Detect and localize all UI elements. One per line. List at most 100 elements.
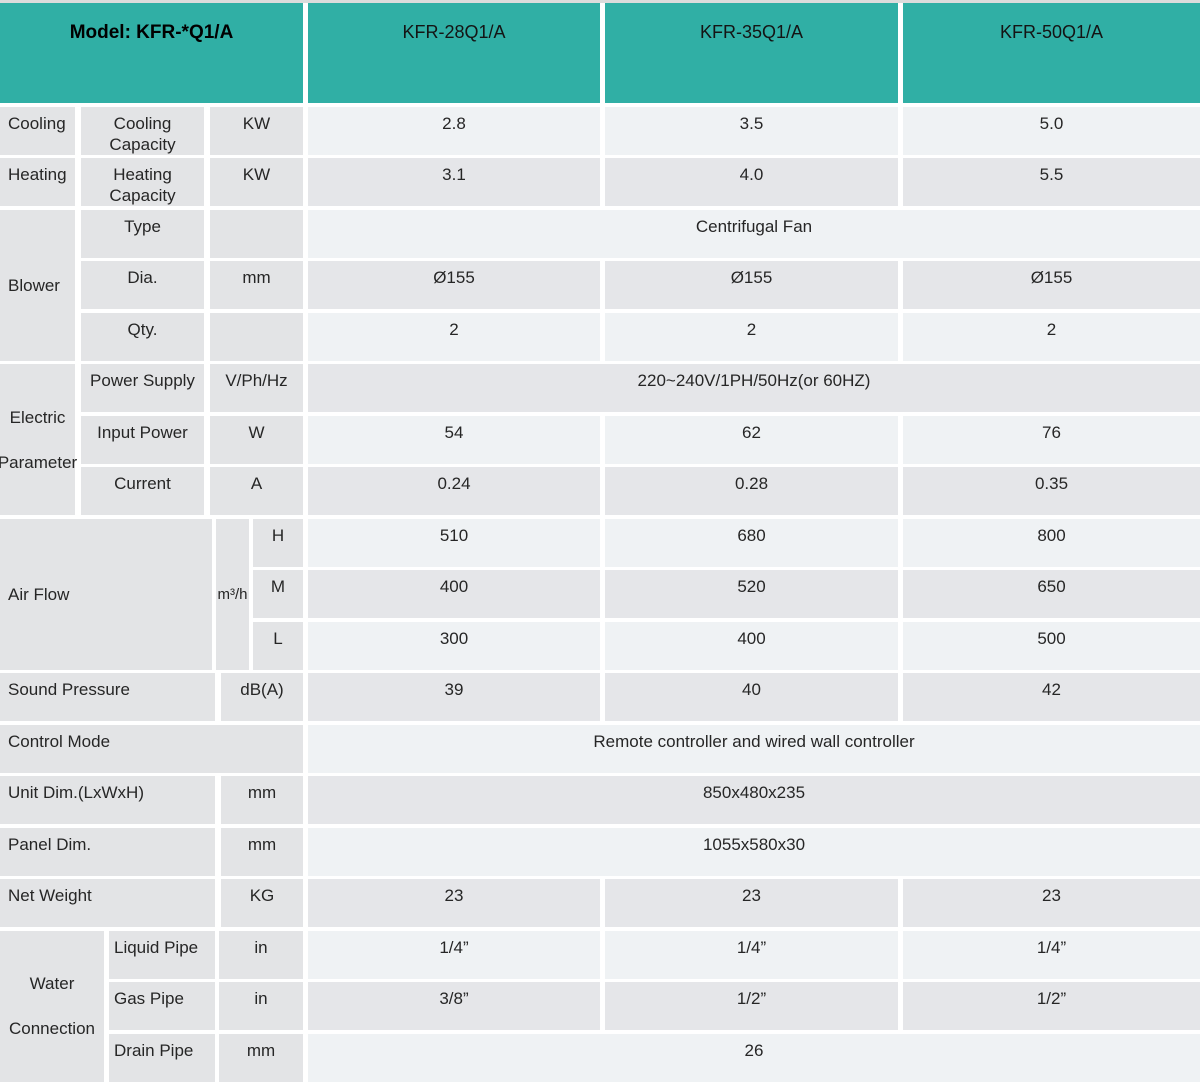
cooling-value-kfr50: 5.0 — [903, 106, 1200, 155]
liquid-pipe-value-kfr35: 1/4” — [605, 930, 898, 979]
row-unit-dim: Unit Dim.(LxWxH) mm 850x480x235 — [0, 776, 1200, 824]
net-weight-label: Net Weight — [0, 879, 215, 927]
row-cooling: Cooling Cooling Capacity KW 2.8 3.5 5.0 — [0, 106, 1200, 155]
header-model-label: Model: KFR-*Q1/A — [69, 22, 234, 43]
row-blower-qty: Qty. 2 2 2 — [81, 312, 1200, 361]
row-sound-pressure: Sound Pressure dB(A) 39 40 42 — [0, 673, 1200, 721]
drain-pipe-unit: mm — [219, 1033, 303, 1082]
power-supply-value-span: 220~240V/1PH/50Hz(or 60HZ) — [308, 364, 1200, 412]
sound-pressure-value-kfr50: 42 — [903, 673, 1200, 721]
air-flow-high-value-kfr28: 510 — [308, 518, 600, 567]
heating-value-kfr35: 4.0 — [605, 158, 898, 206]
drain-pipe-value-span: 26 — [308, 1033, 1200, 1082]
control-mode-value-span: Remote controller and wired wall control… — [308, 724, 1200, 773]
liquid-pipe-label: Liquid Pipe — [109, 930, 215, 979]
row-panel-dim: Panel Dim. mm 1055x580x30 — [0, 827, 1200, 876]
row-input-power: Input Power W 54 62 76 — [81, 415, 1200, 464]
header-col-kfr-35: KFR-35Q1/A — [605, 3, 898, 103]
electric-rows: Power Supply V/Ph/Hz 220~240V/1PH/50Hz(o… — [81, 364, 1200, 515]
electric-parameter-group-label: Electric Parameter — [0, 364, 77, 515]
water-connection-rows: Liquid Pipe in 1/4” 1/4” 1/4” Gas Pipe i… — [109, 930, 1200, 1082]
input-power-unit: W — [210, 415, 303, 464]
blower-qty-label: Qty. — [81, 312, 204, 361]
sound-pressure-label: Sound Pressure — [0, 673, 215, 721]
net-weight-value-kfr28: 23 — [308, 879, 600, 927]
blower-qty-unit-empty — [210, 312, 303, 361]
current-unit: A — [210, 467, 303, 515]
top-strip — [0, 0, 1200, 3]
blower-type-label: Type — [81, 209, 204, 258]
unit-dim-unit: mm — [221, 776, 303, 824]
row-air-flow-medium: M 400 520 650 — [253, 570, 1200, 618]
blower-dia-value-kfr28: Ø155 — [308, 261, 600, 309]
panel-dim-value-span: 1055x580x30 — [308, 827, 1200, 876]
heating-group-label: Heating — [0, 158, 75, 206]
header-col-kfr-28: KFR-28Q1/A — [308, 3, 600, 103]
gas-pipe-value-kfr50: 1/2” — [903, 982, 1200, 1030]
input-power-label: Input Power — [81, 415, 204, 464]
air-flow-high-value-kfr35: 680 — [605, 518, 898, 567]
input-power-value-kfr28: 54 — [308, 415, 600, 464]
section-blower: Blower Type Centrifugal Fan Dia. mm Ø155… — [0, 209, 1200, 361]
control-mode-label: Control Mode — [0, 724, 303, 773]
net-weight-value-kfr35: 23 — [605, 879, 898, 927]
heating-value-kfr50: 5.5 — [903, 158, 1200, 206]
panel-dim-unit: mm — [221, 827, 303, 876]
air-flow-high-label: H — [253, 518, 303, 567]
air-flow-unit-label: m³/h — [216, 518, 249, 670]
header-row: Model: KFR-*Q1/A KFR-28Q1/A KFR-35Q1/A K… — [0, 3, 1200, 103]
air-flow-medium-label: M — [253, 570, 303, 618]
header-model-cell: Model: KFR-*Q1/A — [0, 3, 303, 103]
row-air-flow-low: L 300 400 500 — [253, 621, 1200, 670]
air-flow-group-label: Air Flow — [0, 518, 212, 670]
blower-dia-value-kfr50: Ø155 — [903, 261, 1200, 309]
air-flow-medium-value-kfr35: 520 — [605, 570, 898, 618]
blower-qty-value-kfr35: 2 — [605, 312, 898, 361]
blower-dia-unit: mm — [210, 261, 303, 309]
current-value-kfr50: 0.35 — [903, 467, 1200, 515]
cooling-sub-label: Cooling Capacity — [81, 106, 204, 155]
air-flow-medium-value-kfr50: 650 — [903, 570, 1200, 618]
input-power-value-kfr35: 62 — [605, 415, 898, 464]
power-supply-unit: V/Ph/Hz — [210, 364, 303, 412]
header-col-kfr-50: KFR-50Q1/A — [903, 3, 1200, 103]
cooling-value-kfr28: 2.8 — [308, 106, 600, 155]
row-liquid-pipe: Liquid Pipe in 1/4” 1/4” 1/4” — [109, 930, 1200, 979]
heating-value-kfr28: 3.1 — [308, 158, 600, 206]
cooling-group-label: Cooling — [0, 106, 75, 155]
unit-dim-label: Unit Dim.(LxWxH) — [0, 776, 215, 824]
current-value-kfr28: 0.24 — [308, 467, 600, 515]
blower-type-unit-empty — [210, 209, 303, 258]
cooling-unit-label: KW — [210, 106, 303, 155]
input-power-value-kfr50: 76 — [903, 415, 1200, 464]
section-water-connection: Water Connection Liquid Pipe in 1/4” 1/4… — [0, 930, 1200, 1082]
liquid-pipe-value-kfr28: 1/4” — [308, 930, 600, 979]
power-supply-label: Power Supply — [81, 364, 204, 412]
row-control-mode: Control Mode Remote controller and wired… — [0, 724, 1200, 773]
air-flow-high-value-kfr50: 800 — [903, 518, 1200, 567]
liquid-pipe-value-kfr50: 1/4” — [903, 930, 1200, 979]
gas-pipe-label: Gas Pipe — [109, 982, 215, 1030]
water-connection-group-label: Water Connection — [0, 930, 104, 1082]
blower-rows: Type Centrifugal Fan Dia. mm Ø155 Ø155 Ø… — [81, 209, 1200, 361]
heating-unit-label: KW — [210, 158, 303, 206]
net-weight-value-kfr50: 23 — [903, 879, 1200, 927]
row-net-weight: Net Weight KG 23 23 23 — [0, 879, 1200, 927]
current-label: Current — [81, 467, 204, 515]
blower-type-value-span: Centrifugal Fan — [308, 209, 1200, 258]
cooling-value-kfr35: 3.5 — [605, 106, 898, 155]
blower-qty-value-kfr50: 2 — [903, 312, 1200, 361]
air-flow-low-value-kfr35: 400 — [605, 621, 898, 670]
air-flow-rows: H 510 680 800 M 400 520 650 L 300 400 50… — [253, 518, 1200, 670]
gas-pipe-value-kfr28: 3/8” — [308, 982, 600, 1030]
row-blower-type: Type Centrifugal Fan — [81, 209, 1200, 258]
net-weight-unit: KG — [221, 879, 303, 927]
drain-pipe-label: Drain Pipe — [109, 1033, 215, 1082]
row-power-supply: Power Supply V/Ph/Hz 220~240V/1PH/50Hz(o… — [81, 364, 1200, 412]
sound-pressure-unit: dB(A) — [221, 673, 303, 721]
section-electric-parameter: Electric Parameter Power Supply V/Ph/Hz … — [0, 364, 1200, 515]
current-value-kfr35: 0.28 — [605, 467, 898, 515]
sound-pressure-value-kfr28: 39 — [308, 673, 600, 721]
row-blower-dia: Dia. mm Ø155 Ø155 Ø155 — [81, 261, 1200, 309]
